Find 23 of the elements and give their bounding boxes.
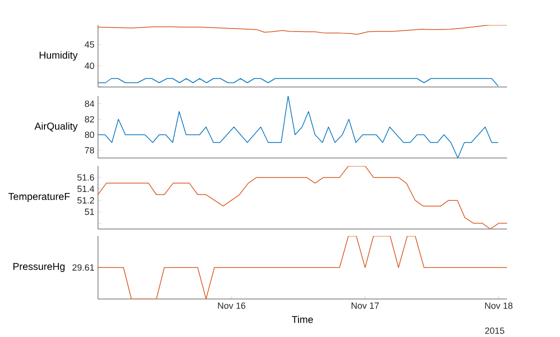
text: 2015	[485, 327, 504, 334]
text: 29.61	[72, 264, 94, 271]
y-tick-label: 51	[84, 208, 94, 215]
y-axis-title: PressureHg	[13, 262, 65, 272]
y-axis-title: Humidity	[40, 51, 78, 61]
x-tick-label: Nov 17	[352, 302, 379, 309]
y-tick-label: 82	[84, 116, 94, 122]
y-tick-label: 45	[84, 41, 94, 48]
y-axis-title: TemperatureF	[8, 192, 70, 202]
y-tick-label: 78	[84, 146, 94, 154]
x-axis-title: Time	[292, 316, 313, 323]
y-tick-label: 51.4	[77, 186, 94, 192]
y-tick-label: 80	[84, 131, 94, 138]
line-series	[98, 24, 507, 35]
line-series	[98, 166, 507, 229]
x-tick-label: Nov 18	[485, 302, 512, 309]
y-tick-label: 51.2	[77, 197, 94, 204]
y-axis-title: AirQuality	[34, 122, 78, 132]
y-tick-label: 51.6	[77, 174, 94, 181]
y-tick-label: 84	[84, 100, 94, 107]
y-tick-label: 40	[84, 62, 94, 69]
x-tick-label: Nov 16	[218, 302, 246, 309]
line-series	[98, 96, 499, 158]
